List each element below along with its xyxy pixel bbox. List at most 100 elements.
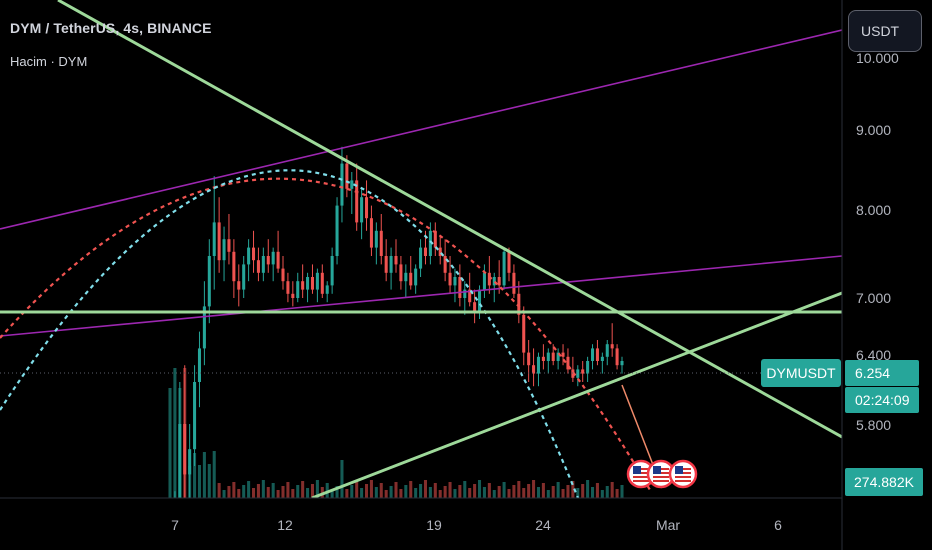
cyan-arc — [0, 169, 580, 498]
candle-body — [271, 251, 275, 265]
symbol-price-label: DYMUSDT — [761, 359, 841, 387]
candle-body — [576, 369, 580, 378]
volume-bar — [453, 489, 457, 498]
volume-bar — [212, 451, 216, 498]
volume-bar — [261, 480, 265, 498]
candle-body — [502, 251, 506, 286]
volume-bar — [379, 483, 383, 498]
volume-bar — [473, 484, 477, 498]
candle-body — [487, 272, 491, 286]
candle-body — [527, 352, 531, 366]
candle-body — [315, 272, 319, 290]
candle-body — [296, 281, 300, 298]
candle-body — [551, 352, 555, 361]
candle-body — [247, 247, 251, 265]
candle-body — [423, 247, 428, 256]
candle-body — [325, 285, 329, 294]
volume-bar — [556, 482, 560, 498]
volume-bar — [600, 490, 604, 498]
volume-bar — [360, 488, 364, 498]
volume-bar — [335, 486, 339, 498]
candle-body — [590, 348, 595, 361]
volume-bar — [610, 482, 614, 498]
volume-bar — [605, 486, 609, 498]
volume-legend[interactable]: Hacim · DYM — [10, 54, 88, 69]
volume-bar — [615, 489, 619, 498]
volume-bar — [595, 483, 599, 498]
candle-body — [256, 260, 260, 273]
symbol-title[interactable]: DYM / TetherUS, 4s, BINANCE — [10, 20, 212, 36]
volume-bar — [374, 487, 378, 498]
candle-body — [492, 277, 496, 286]
volume-bar — [419, 484, 423, 498]
drawings — [0, 0, 842, 498]
time-tick-label: 19 — [426, 517, 442, 533]
candle-body — [615, 348, 619, 366]
candle-body — [438, 247, 442, 256]
candle-body — [507, 251, 511, 273]
currency-button[interactable]: USDT — [848, 10, 922, 52]
volume-bar — [561, 489, 565, 498]
candle-body — [546, 352, 550, 361]
volume-bar — [527, 484, 531, 498]
volume-bar — [448, 482, 452, 498]
us-flag-event-icon[interactable] — [646, 459, 676, 489]
candle-body — [217, 222, 221, 261]
channel-lower-line — [0, 255, 842, 337]
time-tick-label: 7 — [171, 517, 179, 533]
volume-bar — [173, 368, 177, 498]
time-axis[interactable]: 7 12 19 24 Mar 6 — [171, 517, 782, 533]
volume-bar — [389, 486, 393, 498]
candle-body — [345, 163, 349, 189]
volume-bar — [217, 483, 221, 498]
volume-bar — [310, 484, 315, 498]
candle-body — [266, 256, 270, 265]
candle-body — [389, 256, 393, 273]
volume-bar — [207, 464, 211, 498]
price-axis[interactable]: 10.000 9.000 8.000 7.000 6.400 5.800 — [856, 50, 899, 433]
volume-bar — [536, 487, 541, 498]
candle-body — [610, 344, 614, 349]
candle-body — [212, 222, 216, 256]
volume-bar — [477, 480, 482, 498]
volume-bar — [551, 486, 555, 498]
candle-body — [556, 352, 560, 361]
volume-bar — [423, 480, 428, 498]
candle-body — [369, 218, 373, 248]
volume-bar — [482, 487, 486, 498]
candle-body — [404, 272, 408, 282]
candle-body — [379, 230, 383, 256]
volume-bar — [291, 489, 295, 498]
volume-bar — [364, 484, 369, 498]
candle-body — [394, 256, 398, 265]
channel-upper-line — [0, 29, 842, 230]
volume-bar — [301, 481, 305, 498]
volume-bar — [271, 483, 275, 498]
volume-bar — [193, 453, 197, 498]
volume-bar — [590, 487, 595, 498]
us-flag-event-icon[interactable] — [668, 459, 698, 489]
volume-bar — [286, 482, 290, 498]
candle-body — [522, 314, 526, 353]
candle-body — [374, 230, 378, 248]
volume-bar — [399, 489, 403, 498]
candle-body — [600, 356, 604, 361]
price-tick-label: 9.000 — [856, 122, 891, 138]
volume-bar — [428, 487, 432, 498]
volume-bar — [404, 485, 408, 498]
legend: DYM / TetherUS, 4s, BINANCE Hacim · DYM — [10, 20, 212, 69]
volume-bar — [281, 486, 285, 498]
candle-body — [468, 289, 472, 303]
volume-bar — [492, 490, 496, 498]
candle-body — [364, 197, 369, 219]
volume-bar — [355, 481, 359, 498]
volume-bar — [497, 486, 501, 498]
volume-bar — [394, 482, 398, 498]
volume-bar — [502, 482, 506, 498]
volume-bar — [369, 480, 373, 498]
volume-bar — [345, 489, 349, 498]
price-tick-label: 6.400 — [856, 347, 891, 363]
price-tick-label: 10.000 — [856, 50, 899, 66]
